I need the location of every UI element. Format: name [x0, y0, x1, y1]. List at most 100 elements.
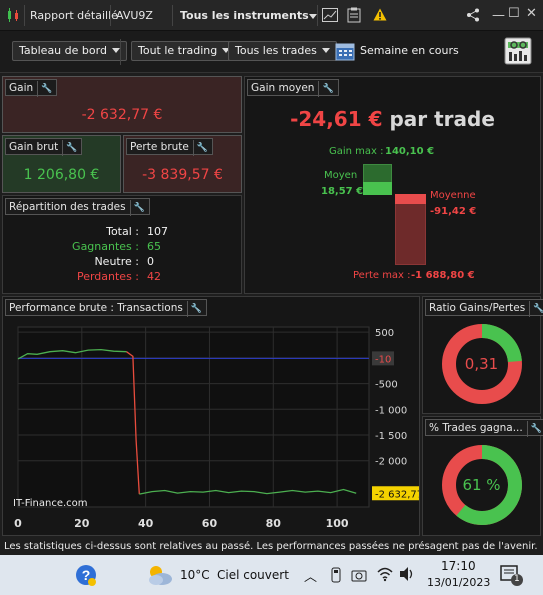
neutre-label: Neutre : — [94, 255, 139, 268]
calendar-icon[interactable] — [335, 41, 355, 61]
wrench-icon[interactable]: 🔧 — [529, 301, 543, 317]
average-per-trade: -24,61 € par trade — [245, 107, 540, 131]
reference-value-badge — [372, 351, 394, 366]
close-icon[interactable]: ✕ — [526, 6, 537, 21]
minimize-icon[interactable]: — — [492, 8, 505, 23]
loss-average-bar — [395, 194, 426, 204]
notification-count: 1 — [514, 574, 520, 584]
clock-time[interactable]: 17:10 — [441, 559, 476, 573]
performance-title-text: Performance brute : Transactions — [9, 302, 183, 314]
candlestick-app-icon — [8, 8, 18, 22]
neutre-value: 0 — [147, 255, 154, 268]
gain-moyen-title-text: Gain moyen — [251, 82, 315, 94]
gain-max-value: 140,10 € — [385, 146, 435, 157]
camera-icon[interactable] — [351, 567, 367, 583]
gain-panel-title[interactable]: Gain 🔧 — [5, 79, 58, 97]
maximize-icon[interactable]: ☐ — [508, 6, 520, 21]
repartition-panel: Répartition des trades 🔧 Total : 107 Gagn… — [2, 195, 242, 294]
report-tab[interactable]: Rapport détaillé — [30, 9, 118, 22]
performance-chart[interactable]: 500 -10 -500 -1 000 -1 500 -2 000 -2 632,77 0 20… — [3, 297, 419, 535]
y-tick-label: -2 000 — [375, 457, 407, 468]
gain-brut-title[interactable]: Gain brut 🔧 — [5, 138, 83, 156]
ratio-title-text: Ratio Gains/Pertes — [429, 302, 526, 314]
trades-dropdown[interactable]: Tous les trades — [228, 41, 337, 61]
chevron-down-icon — [111, 48, 120, 53]
gagnantes-label: Gagnantes : — [72, 240, 139, 253]
chevron-up-icon[interactable]: ︿ — [304, 570, 318, 585]
dashboard-settings-icon[interactable] — [504, 35, 534, 67]
weather-cloudy-icon[interactable] — [146, 564, 174, 586]
wifi-icon[interactable] — [377, 566, 393, 582]
ratio-donut-gain — [442, 324, 522, 404]
gain-brut-title-text: Gain brut — [9, 141, 59, 153]
performance-line — [17, 348, 127, 360]
chart-window-icon[interactable] — [322, 8, 338, 22]
chevron-down-icon — [222, 48, 231, 53]
wrench-icon[interactable]: 🔧 — [186, 301, 202, 317]
wrench-icon[interactable]: 🔧 — [62, 140, 77, 156]
wrench-icon[interactable]: 🔧 — [318, 81, 334, 97]
plot-background — [17, 326, 370, 508]
win-rate-title-text: % Trades gagna... — [429, 422, 523, 434]
usb-device-icon[interactable] — [330, 567, 342, 583]
warning-icon[interactable] — [373, 8, 387, 21]
perte-brute-title-text: Perte brute — [130, 141, 189, 153]
gain-panel: Gain 🔧 -2 632,77 € — [2, 76, 242, 133]
title-bar: Rapport détaillé AVU9Z Tous les instrume… — [0, 0, 543, 31]
weather-description[interactable]: Ciel couvert — [217, 568, 289, 582]
wrench-icon[interactable]: 🔧 — [192, 140, 208, 156]
repartition-title[interactable]: Répartition des trades 🔧 — [5, 198, 150, 216]
period-label[interactable]: Semaine en cours — [360, 44, 459, 57]
x-tick-label: 20 — [74, 517, 90, 530]
y-tick-label: 500 — [375, 328, 394, 339]
x-tick-label: 100 — [326, 517, 349, 530]
perdantes-label: Perdantes : — [76, 270, 139, 283]
gain-average-bar — [363, 182, 392, 195]
win-rate-title[interactable]: % Trades gagna... 🔧 — [425, 419, 543, 437]
chevron-down-icon — [321, 48, 330, 53]
x-tick-label: 0 — [14, 517, 22, 530]
moyenne-label: Moyenne — [430, 190, 476, 201]
ratio-title[interactable]: Ratio Gains/Pertes 🔧 — [425, 299, 543, 317]
help-icon[interactable]: ? — [75, 564, 97, 586]
gain-moyen-title[interactable]: Gain moyen 🔧 — [247, 79, 339, 97]
total-value: 107 — [147, 225, 168, 238]
y-tick-label: -1 000 — [375, 405, 407, 416]
toolbar: Tableau de bord Tout le trading Tous les… — [0, 31, 543, 73]
win-rate-donut-gain — [442, 445, 522, 525]
trades-dropdown-label: Tous les trades — [235, 44, 317, 57]
svg-text:?: ? — [82, 567, 91, 583]
x-tick-label: 40 — [138, 517, 154, 530]
wrench-icon[interactable]: 🔧 — [526, 421, 542, 437]
trading-dropdown[interactable]: Tout le trading — [131, 41, 238, 61]
x-tick-label: 60 — [202, 517, 218, 530]
wrench-icon[interactable]: 🔧 — [37, 81, 52, 97]
share-icon[interactable] — [466, 8, 480, 22]
dashboard-dropdown[interactable]: Tableau de bord — [12, 41, 127, 61]
clipboard-icon[interactable] — [347, 7, 361, 23]
perte-max-label: Perte max : — [353, 270, 411, 281]
dashboard-dropdown-label: Tableau de bord — [19, 44, 107, 57]
instruments-selector[interactable]: Tous les instruments — [180, 9, 309, 22]
clock-date[interactable]: 13/01/2023 — [427, 576, 491, 589]
gain-max-label: Gain max : — [329, 146, 384, 157]
performance-title[interactable]: Performance brute : Transactions 🔧 — [5, 299, 208, 317]
y-tick-label: -500 — [375, 380, 398, 391]
notification-icon[interactable] — [500, 565, 524, 587]
ratio-panel: Ratio Gains/Pertes 🔧 0,31 — [422, 296, 543, 414]
moyen-label: Moyen — [324, 170, 358, 181]
chevron-down-icon[interactable] — [304, 10, 317, 23]
disclaimer: Les statistiques ci-dessus sont relative… — [0, 538, 543, 555]
gain-moyen-panel: Gain moyen 🔧 -24,61 € par trade Gain max … — [244, 76, 541, 294]
total-label: Total : — [106, 225, 139, 238]
moyenne-value: -91,42 € — [430, 206, 477, 217]
gain-value: -2 632,77 € — [81, 107, 163, 123]
perte-brute-title[interactable]: Perte brute 🔧 — [126, 138, 214, 156]
weather-temperature[interactable]: 10°C — [180, 568, 210, 582]
win-rate-value: 61 % — [462, 476, 501, 494]
account-label[interactable]: AVU9Z — [116, 9, 153, 22]
average-suffix: par trade — [389, 107, 495, 131]
volume-icon[interactable] — [399, 566, 415, 582]
ratio-value: 0,31 — [464, 355, 499, 373]
wrench-icon[interactable]: 🔧 — [129, 200, 145, 216]
